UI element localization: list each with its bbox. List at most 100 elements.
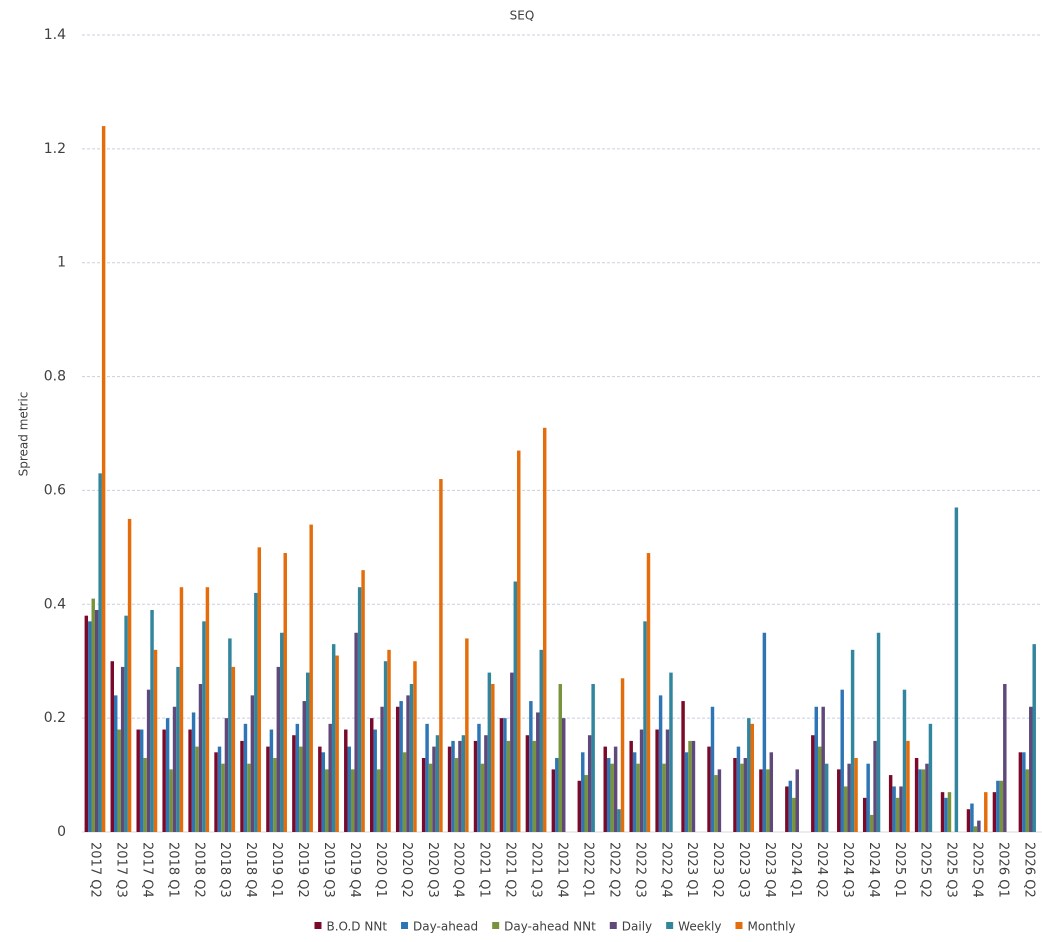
- bar: [250, 695, 255, 832]
- bar: [491, 683, 495, 832]
- bar: [361, 570, 365, 832]
- bar: [146, 689, 151, 832]
- bar: [127, 518, 132, 832]
- bar: [276, 666, 281, 832]
- bar: [811, 735, 815, 832]
- legend-swatch: [609, 922, 617, 929]
- bar: [165, 718, 170, 832]
- bar: [662, 763, 666, 832]
- bar: [240, 740, 244, 832]
- bar: [973, 826, 978, 832]
- bar: [387, 649, 391, 832]
- legend-swatch: [401, 922, 409, 929]
- bar: [854, 757, 858, 832]
- bar: [747, 718, 751, 832]
- bar: [247, 763, 251, 832]
- bar: [176, 666, 180, 832]
- bar: [205, 587, 210, 832]
- bar: [413, 661, 417, 832]
- bar: [606, 757, 611, 832]
- legend-swatch: [735, 922, 743, 929]
- bar: [632, 752, 637, 832]
- bar: [88, 621, 92, 832]
- bar: [762, 632, 767, 832]
- bar: [843, 786, 848, 832]
- x-tick-label: 2020 Q4: [451, 842, 466, 898]
- x-tick-label: 2019 Q3: [321, 842, 336, 898]
- bar: [895, 797, 900, 832]
- bar: [295, 723, 300, 832]
- x-tick-label: 2026 Q2: [1022, 842, 1037, 898]
- bar: [214, 752, 218, 832]
- bar: [402, 752, 407, 832]
- x-tick-label: 2017 Q2: [87, 842, 102, 898]
- bar: [792, 797, 796, 832]
- x-tick-label: 2021 Q4: [555, 842, 570, 898]
- bar: [714, 775, 718, 832]
- bar: [639, 729, 644, 832]
- bar: [785, 786, 789, 832]
- bar: [499, 718, 504, 832]
- legend-label: Monthly: [747, 920, 795, 934]
- bar: [613, 746, 618, 832]
- bar: [421, 757, 426, 832]
- y-tick-label: 1.2: [44, 141, 66, 157]
- bar: [188, 729, 192, 832]
- x-tick-label: 2020 Q3: [425, 842, 440, 898]
- bar: [646, 553, 651, 832]
- bar: [888, 775, 893, 832]
- x-tick-label: 2023 Q3: [736, 842, 751, 898]
- bar: [254, 592, 258, 832]
- bar: [532, 740, 537, 832]
- bar: [710, 706, 715, 832]
- bar: [221, 763, 225, 832]
- legend-label: Day-ahead: [413, 920, 478, 934]
- bar: [309, 524, 313, 832]
- bar: [970, 803, 974, 832]
- x-tick-label: 2021 Q1: [477, 842, 492, 898]
- bar: [331, 644, 336, 832]
- bar: [591, 683, 595, 832]
- y-tick-label: 1: [57, 255, 66, 271]
- bar: [439, 479, 443, 832]
- x-tick-label: 2025 Q3: [944, 842, 959, 898]
- bar: [266, 746, 270, 832]
- bar: [139, 729, 144, 832]
- legend-label: Weekly: [678, 920, 721, 934]
- bar: [370, 718, 374, 832]
- bar: [350, 769, 355, 832]
- bar: [195, 746, 199, 832]
- bar: [688, 740, 692, 832]
- bar: [150, 609, 154, 832]
- bar: [406, 695, 410, 832]
- x-tick-label: 2026 Q1: [996, 842, 1011, 898]
- y-tick-label: 0.6: [44, 482, 66, 498]
- bar: [814, 706, 818, 832]
- bar: [928, 723, 933, 832]
- x-tick-label: 2025 Q1: [892, 842, 907, 898]
- bar: [818, 746, 822, 832]
- x-tick-label: 2019 Q4: [347, 842, 362, 898]
- x-tick-label: 2021 Q2: [503, 842, 518, 898]
- bar: [665, 729, 670, 832]
- bar: [918, 769, 922, 832]
- bar: [873, 740, 877, 832]
- bar: [984, 792, 988, 832]
- bar: [581, 752, 585, 832]
- bar: [292, 735, 296, 832]
- bar: [669, 672, 673, 832]
- bar: [921, 769, 926, 832]
- bar: [461, 735, 466, 832]
- bar: [94, 609, 99, 832]
- bar: [681, 701, 685, 832]
- bar: [992, 792, 997, 832]
- bar: [376, 769, 381, 832]
- x-tick-label: 2019 Q1: [269, 842, 284, 898]
- bar: [733, 757, 737, 832]
- bar: [629, 740, 633, 832]
- x-tick-label: 2022 Q4: [658, 842, 673, 898]
- bar: [914, 757, 919, 832]
- bar: [217, 746, 222, 832]
- bar: [750, 723, 754, 832]
- bar: [643, 621, 647, 832]
